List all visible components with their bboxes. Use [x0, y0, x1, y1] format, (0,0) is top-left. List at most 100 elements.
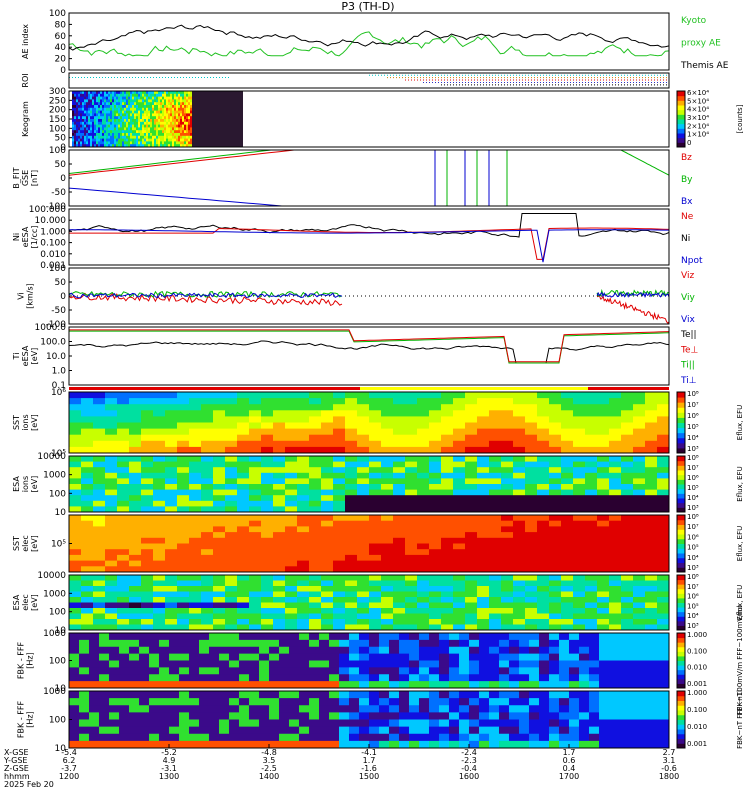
esa-ion-cell	[273, 506, 286, 512]
keogram-cell	[100, 99, 103, 103]
keogram-cell	[186, 96, 189, 100]
esa-ion-cell	[417, 467, 430, 474]
sst-elec-cell	[621, 515, 634, 522]
keogram-cell	[104, 116, 107, 120]
fbk_e-cell	[319, 653, 330, 662]
esa-elec-cell	[321, 586, 334, 593]
keogram-cell	[112, 110, 115, 114]
keogram-cell	[108, 141, 111, 145]
fbk_b-cell	[189, 740, 200, 748]
sst-elec-cell	[525, 554, 538, 562]
keogram-cell	[104, 121, 107, 126]
fbk_e-cell	[449, 653, 460, 662]
keogram-cell	[130, 110, 133, 114]
keogram-cell	[172, 93, 175, 98]
keogram-cell	[160, 135, 163, 140]
fbk_e-cell	[409, 681, 420, 688]
fbk_b-cell	[359, 712, 370, 721]
sst-elec-cell	[345, 566, 358, 572]
colorbar-cell	[677, 729, 685, 735]
fbk_b-cell	[559, 726, 570, 735]
keogram-cell	[118, 99, 121, 103]
keogram-cell	[112, 130, 115, 134]
sst-ion-cell	[477, 416, 490, 424]
esa-elec-cell	[357, 619, 370, 626]
esa-ion-cell	[393, 472, 406, 480]
fbk_e-cell	[299, 639, 310, 648]
esa-elec-cell	[489, 591, 502, 598]
esa-ion-cell	[177, 456, 190, 463]
y-tick-label: 100.0	[40, 338, 66, 348]
keogram-cell	[176, 93, 179, 98]
esa-ion-cell	[453, 461, 466, 468]
esa-elec-cell	[597, 619, 610, 626]
sst-elec-cell	[309, 520, 322, 528]
sst-ion-cell	[321, 422, 334, 430]
fbk_e-cell	[109, 681, 120, 688]
sst-elec-cell	[477, 532, 490, 539]
keogram-cell	[174, 96, 177, 100]
sst-ion-cell	[333, 410, 346, 418]
esa-ion-cell	[81, 500, 94, 508]
fbk_e-cell	[569, 674, 580, 682]
keogram-cell	[132, 124, 135, 128]
mode-bar-slow	[588, 387, 669, 390]
sst-elec-cell	[549, 549, 562, 556]
fbk_b-cell	[649, 705, 660, 714]
sst-elec-cell	[93, 554, 106, 562]
fbk_b-cell	[559, 719, 570, 728]
esa-ion-cell	[165, 478, 178, 485]
esa-elec-cell	[213, 575, 226, 582]
sst-ion-cell	[501, 440, 514, 448]
sst-elec-cell	[477, 526, 490, 533]
keogram-cell	[140, 105, 143, 109]
keogram-cell	[188, 130, 191, 134]
sst-elec-cell	[597, 532, 610, 539]
keogram-cell	[170, 102, 173, 106]
fbk_b-cell	[439, 719, 450, 728]
esa-ion-cell	[657, 506, 669, 512]
keogram-cell	[130, 107, 133, 112]
fbk_e-cell	[209, 681, 220, 688]
esa-elec-cell	[381, 586, 394, 593]
colorbar-tick-label: 10⁶	[687, 533, 699, 541]
sst-elec-cell	[525, 566, 538, 572]
colorbar-cell	[677, 529, 685, 535]
esa-elec-cell	[117, 624, 130, 630]
fbk_e-cell	[529, 674, 540, 682]
keogram-cell	[100, 93, 103, 98]
fbk_e-cell	[499, 660, 510, 669]
keogram-cell	[158, 102, 161, 106]
esa-ion-cell	[405, 456, 418, 463]
sst-ion-cell	[165, 404, 178, 411]
esa-ion-cell	[513, 489, 526, 496]
fbk_e-cell	[489, 639, 500, 648]
esa-ion-cell	[501, 456, 514, 463]
fbk_b-cell	[659, 740, 669, 748]
fbk_e-cell	[319, 633, 330, 641]
keogram-cell	[126, 138, 129, 142]
esa-elec-cell	[573, 624, 586, 630]
colorbar-cell	[677, 738, 685, 744]
esa-elec-cell	[621, 575, 634, 582]
keogram-cell	[164, 102, 167, 106]
sst-ion-cell	[501, 398, 514, 405]
fbk_e-cell	[579, 674, 590, 682]
keogram-cell	[106, 130, 109, 134]
fbk_e-cell	[89, 639, 100, 648]
keogram-cell	[150, 99, 153, 103]
keogram-cell	[132, 96, 135, 100]
sst-ion-cell	[345, 410, 358, 418]
keogram-cell	[174, 133, 177, 137]
esa-ion-cell	[621, 484, 634, 491]
fbk_b-cell	[569, 733, 580, 742]
esa-ion-cell	[417, 506, 430, 512]
fbk_e-cell	[589, 667, 600, 675]
sst-elec-cell	[369, 515, 382, 522]
esa-ion-cell	[465, 489, 478, 496]
fbk_e-cell	[309, 660, 320, 669]
esa-elec-cell	[633, 608, 646, 615]
esa-elec-cell	[585, 613, 598, 620]
keogram-cell	[122, 116, 125, 120]
